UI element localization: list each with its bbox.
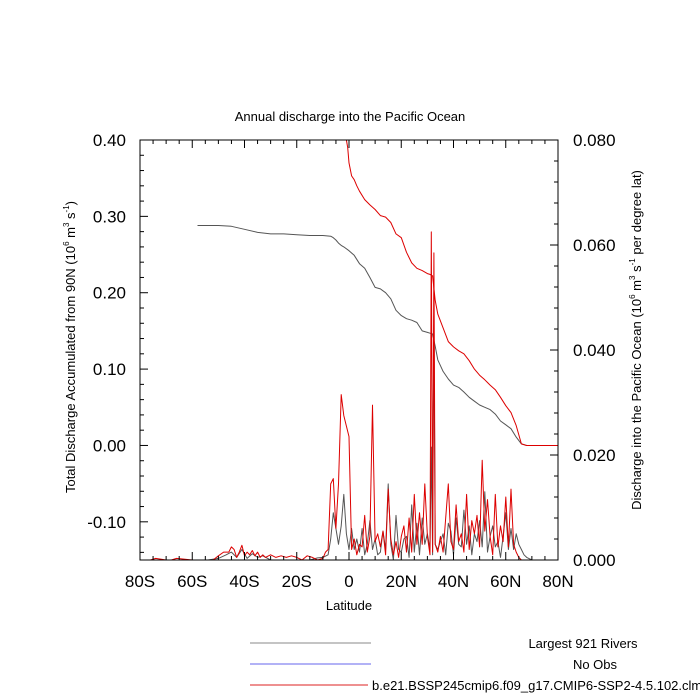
y-axis-left-title: Total Discharge Accumulated from 90N (10… [62,201,78,493]
x-tick-label: 40S [229,572,259,591]
x-tick-label: 40N [438,572,469,591]
y-left-tick-label: -0.10 [87,513,126,532]
legend-label: No Obs [573,657,618,672]
y-left-title-exp: 6 [62,241,71,246]
y-right-tick-label: 0.020 [573,446,616,465]
y-left-title-part: s [63,212,78,223]
y-right-title-exp: 3 [628,275,637,280]
y-left-title-part: m [63,227,78,241]
y-right-title-part: per degree lat) [629,170,644,258]
series-line-4 [140,231,558,560]
chart-title: Annual discharge into the Pacific Ocean [235,109,466,124]
y-right-title-part: Discharge into the Pacific Ocean (10 [629,299,644,510]
series-line-3 [140,315,558,560]
y-left-tick-label: 0.00 [93,436,126,455]
legend: Largest 921 Rivers No Obs b.e21.BSSP245cmi… [250,636,700,693]
y-right-tick-label: 0.080 [573,131,616,150]
x-axis-title: Latitude [326,598,372,613]
y-right-title-part: m [629,280,644,294]
y-right-tick-label: 0.040 [573,341,616,360]
series-line-0 [197,225,558,446]
series-line-2 [345,140,558,446]
x-tick-label: 20S [282,572,312,591]
y-left-title-part: ) [63,201,78,205]
y-right-title-exp: 6 [628,294,637,299]
x-tick-label: 0 [344,572,353,591]
series-layer [140,140,558,560]
x-tick-label: 80S [125,572,155,591]
y-left-title-exp: 3 [62,222,71,227]
y-axis-right-title: Discharge into the Pacific Ocean (106 m3… [628,170,644,510]
x-tick-label: 20N [386,572,417,591]
y-right-tick-label: 0.060 [573,236,616,255]
x-tick-label: 60N [490,572,521,591]
y-right-title-part: s [629,265,644,276]
y-left-tick-label: 0.40 [93,131,126,150]
y-left-title-part: Total Discharge Accumulated from 90N (10 [63,246,78,493]
y-left-tick-label: 0.10 [93,360,126,379]
y-right-tick-label: 0.000 [573,551,616,570]
axes-layer: 80S 60S 40S 20S 0 20N 40N 60N 80N 0.40 0.30 0.20 0.1… [87,131,615,591]
legend-label: b.e21.BSSP245cmip6.f09_g17.CMIP6-SSP2-4.… [372,678,700,693]
legend-label: Largest 921 Rivers [528,636,638,651]
x-tick-label: 60S [177,572,207,591]
y-right-title-exp: -1 [628,258,637,266]
x-tick-label: 80N [542,572,573,591]
y-left-tick-label: 0.30 [93,207,126,226]
y-left-tick-label: 0.20 [93,284,126,303]
y-left-title-exp: -1 [62,205,71,213]
